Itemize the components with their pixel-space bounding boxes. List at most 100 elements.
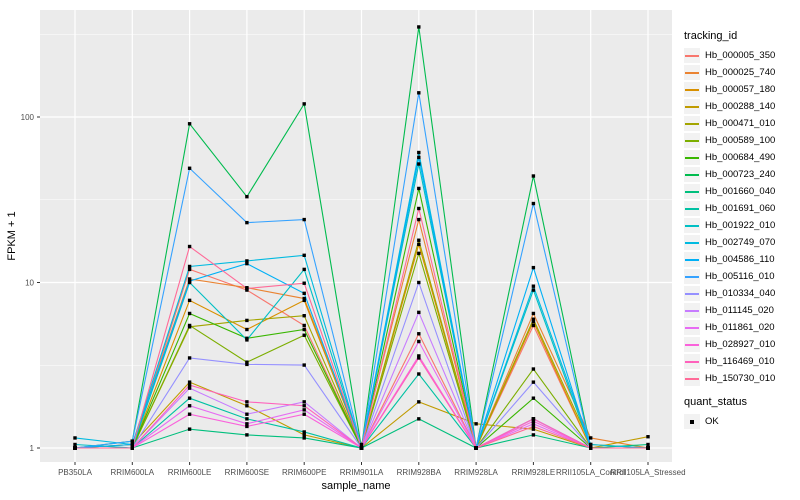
legend-key-swatch — [684, 303, 700, 318]
data-point — [417, 400, 421, 404]
data-point — [302, 314, 306, 318]
x-tick-label: RRIM600LA — [111, 468, 155, 477]
data-point — [531, 419, 536, 423]
data-point — [417, 310, 421, 315]
data-point — [531, 427, 536, 431]
data-point — [130, 446, 134, 450]
legend-item-label: Hb_002749_070 — [705, 237, 776, 248]
data-point — [646, 442, 650, 447]
data-point — [417, 354, 421, 358]
data-point — [531, 201, 536, 206]
legend-item-label: Hb_001660_040 — [705, 186, 776, 197]
legend-item-label: Hb_028927_010 — [705, 339, 776, 350]
legend-item-label: Hb_000005_350 — [705, 50, 776, 61]
data-point — [187, 386, 192, 390]
data-point — [531, 367, 536, 371]
data-point — [302, 291, 306, 296]
legend-item-Hb_001922_010: Hb_001922_010 — [684, 217, 798, 234]
data-point — [417, 417, 421, 421]
data-point — [531, 396, 536, 400]
legend-item-label: Hb_001922_010 — [705, 220, 776, 231]
data-point — [417, 251, 421, 256]
legend-line-icon — [685, 360, 699, 363]
legend-key-swatch — [684, 48, 700, 63]
y-tick-label: 100 — [21, 113, 35, 122]
data-point — [302, 430, 306, 434]
data-point — [302, 412, 306, 416]
data-point — [187, 404, 192, 408]
data-point — [130, 442, 134, 447]
data-point — [245, 194, 249, 199]
data-point — [646, 435, 650, 439]
data-point — [531, 174, 536, 178]
legend-key-swatch — [684, 116, 700, 131]
x-tick-label: RRIM600LE — [168, 468, 212, 477]
legend-line-icon — [685, 377, 699, 380]
data-point — [187, 279, 192, 283]
data-point — [302, 333, 306, 337]
data-point — [187, 298, 192, 303]
data-point — [417, 162, 421, 166]
data-point — [245, 412, 249, 416]
legend-key-swatch — [684, 184, 700, 199]
data-point — [245, 417, 249, 421]
data-point — [302, 327, 306, 332]
legend-line-icon — [685, 207, 699, 210]
legend-title-tracking-id: tracking_id — [684, 30, 738, 42]
data-point — [302, 404, 306, 408]
data-point — [417, 356, 421, 360]
legend-item-label: Hb_010334_040 — [705, 288, 776, 299]
data-point — [359, 442, 364, 447]
data-point — [302, 267, 306, 272]
legend-key-swatch — [684, 414, 700, 429]
legend-item-Hb_000005_350: Hb_000005_350 — [684, 47, 798, 64]
data-point — [245, 261, 249, 266]
data-point — [531, 417, 536, 421]
x-tick-label: RRIM901LA — [340, 468, 384, 477]
legend-item-Hb_001660_040: Hb_001660_040 — [684, 183, 798, 200]
legend-item-label: Hb_004586_110 — [705, 254, 775, 265]
legend-item-label: Hb_005116_010 — [705, 271, 775, 282]
quant-status-items: OK — [684, 413, 798, 430]
legend-key-swatch — [684, 337, 700, 352]
data-point — [245, 327, 249, 332]
legend-item-label: Hb_000589_100 — [705, 135, 776, 146]
data-point — [302, 400, 306, 404]
data-point — [417, 217, 421, 222]
data-point — [417, 91, 421, 95]
data-point — [245, 404, 249, 408]
x-tick-label: RRIM600PE — [282, 468, 326, 477]
legend-item-label: Hb_000025_740 — [705, 67, 776, 78]
x-axis-title: sample_name — [321, 480, 390, 492]
x-tick-label: RRIM600SE — [225, 468, 269, 477]
legend-line-icon — [685, 326, 699, 329]
legend-item-Hb_001691_060: Hb_001691_060 — [684, 200, 798, 217]
data-point — [302, 323, 306, 328]
data-point — [73, 436, 77, 440]
legend-item-Hb_000684_490: Hb_000684_490 — [684, 149, 798, 166]
legend-item-Hb_000057_180: Hb_000057_180 — [684, 81, 798, 98]
data-point — [531, 319, 536, 324]
legend-key-swatch — [684, 269, 700, 284]
legend-item-label: Hb_116469_010 — [705, 356, 775, 367]
legend-line-icon — [685, 224, 699, 227]
legend-item-label: Hb_000057_180 — [705, 84, 776, 95]
data-point — [245, 433, 249, 437]
data-point — [187, 323, 192, 328]
data-point — [302, 298, 306, 303]
x-tick-label: RRIM928LA — [454, 468, 498, 477]
legend-panel: tracking_id Hb_000005_350 Hb_000025_740 Hb… — [684, 30, 798, 430]
legend-item-Hb_000723_240: Hb_000723_240 — [684, 166, 798, 183]
legend-line-icon — [685, 258, 699, 261]
x-tick-label: RRII105LA_Control — [556, 468, 626, 477]
data-point — [646, 446, 650, 450]
data-point — [302, 217, 306, 222]
x-tick-label: RRIM928BA — [397, 468, 442, 477]
legend-item-label: Hb_150730_010 — [705, 373, 776, 384]
data-point — [187, 396, 192, 400]
data-point — [187, 311, 192, 316]
legend-item-label: Hb_001691_060 — [705, 203, 776, 214]
data-point — [245, 362, 249, 367]
data-point — [302, 296, 306, 301]
data-point — [187, 166, 192, 170]
